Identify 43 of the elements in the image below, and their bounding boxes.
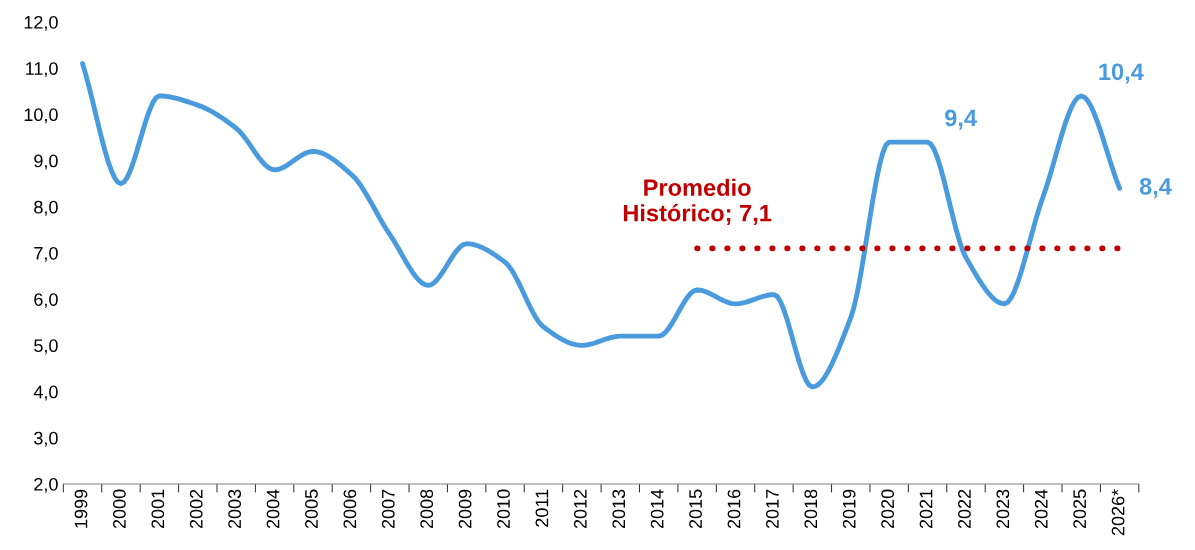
- x-tick-label: 2024: [1034, 489, 1048, 529]
- x-tick-label: 2010: [497, 489, 510, 529]
- x-tick-label: 2005: [305, 489, 318, 529]
- x-tick-label: 2026*: [1111, 489, 1125, 536]
- y-tick-label: 7,0: [34, 246, 58, 262]
- y-tick-label: 8,0: [34, 200, 58, 216]
- y-tick-label: 5,0: [34, 339, 58, 355]
- data-label: 9,4: [945, 109, 977, 130]
- x-tick-label: 2009: [458, 489, 472, 529]
- y-tick-label: 4,0: [33, 385, 58, 401]
- x-tick-label: 2002: [189, 489, 203, 529]
- y-tick-label: 9,0: [34, 154, 58, 170]
- y-tick-label: 12,0: [24, 15, 58, 31]
- x-tick-label: 2012: [573, 489, 587, 529]
- x-tick-label: 2022: [958, 489, 971, 529]
- x-tick-label: 1999: [74, 489, 88, 528]
- x-tick-label: 2008: [420, 489, 434, 529]
- x-tick-label: 2017: [765, 489, 779, 529]
- x-tick-label: 2021: [919, 489, 933, 529]
- y-tick-label: 10,0: [24, 108, 58, 124]
- x-tick-label: 2007: [381, 489, 395, 529]
- x-tick-label: 2006: [343, 489, 357, 529]
- x-tick-label: 2001: [151, 489, 165, 529]
- x-tick-label: 2023: [996, 489, 1010, 529]
- x-tick-label: 2019: [842, 489, 856, 529]
- y-tick-label: 11,0: [26, 62, 58, 78]
- y-tick-label: 3,0: [34, 431, 58, 447]
- x-tick-label: 2000: [113, 489, 126, 529]
- data-label: 8,4: [1139, 177, 1172, 199]
- x-tick-label: 2016: [727, 489, 741, 529]
- data-label: 10,4: [1099, 63, 1144, 84]
- x-tick-label: 2015: [689, 489, 702, 529]
- y-tick-label: 2,0: [34, 477, 58, 493]
- x-tick-label: 2025: [1073, 489, 1087, 529]
- y-tick-label: 6,0: [34, 293, 58, 309]
- series-label: Promedio Histórico; 7,1: [623, 178, 772, 225]
- x-tick-label: 2013: [612, 489, 626, 529]
- x-tick-label: 2014: [650, 489, 664, 529]
- x-tick-label: 2020: [881, 489, 895, 529]
- x-tick-label: 2003: [228, 489, 242, 529]
- x-tick-label: 2018: [804, 489, 818, 529]
- x-tick-label: 2011: [535, 489, 549, 527]
- x-tick-label: 2004: [266, 489, 280, 529]
